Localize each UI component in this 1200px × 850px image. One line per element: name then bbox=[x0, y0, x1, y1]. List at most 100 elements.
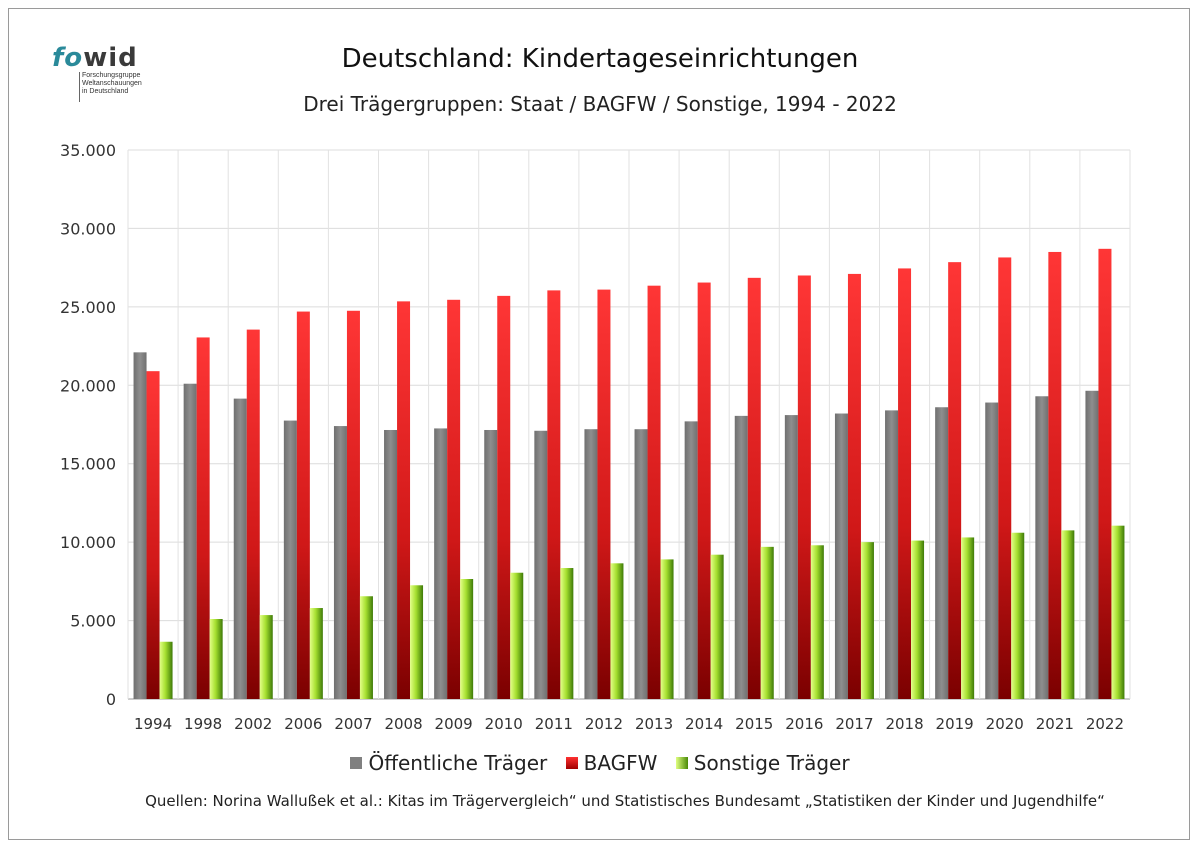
legend-label: Sonstige Träger bbox=[693, 751, 850, 775]
logo-subtext: Forschungsgruppe Weltanschauungen in Deu… bbox=[82, 72, 142, 95]
y-tick-label: 25.000 bbox=[60, 298, 116, 317]
bar-sonstige-träger-2022 bbox=[1111, 525, 1125, 699]
y-tick-label: 15.000 bbox=[60, 455, 116, 474]
legend-label: BAGFW bbox=[583, 751, 658, 775]
bar-öffentliche-träger-2002 bbox=[233, 398, 247, 699]
bar-bagfw-2008 bbox=[397, 301, 411, 699]
x-tick-label: 2018 bbox=[885, 715, 923, 733]
y-tick-label: 10.000 bbox=[60, 533, 116, 552]
bar-öffentliche-träger-2010 bbox=[484, 429, 498, 699]
bar-öffentliche-träger-2019 bbox=[935, 407, 949, 699]
bar-bagfw-2018 bbox=[898, 268, 912, 699]
source-note: Quellen: Norina Wallußek et al.: Kitas i… bbox=[145, 792, 1105, 810]
bar-öffentliche-träger-2021 bbox=[1035, 396, 1049, 699]
bar-öffentliche-träger-2015 bbox=[734, 415, 748, 699]
x-tick-label: 2013 bbox=[635, 715, 673, 733]
bar-bagfw-2015 bbox=[747, 277, 761, 699]
logo-divider bbox=[79, 72, 80, 102]
y-tick-label: 5.000 bbox=[70, 612, 116, 631]
x-tick-label: 2007 bbox=[334, 715, 372, 733]
logo-wordmark: fowid bbox=[52, 44, 138, 72]
x-tick-label: 2020 bbox=[986, 715, 1024, 733]
bar-bagfw-2010 bbox=[497, 295, 511, 699]
bar-bagfw-2016 bbox=[797, 275, 811, 699]
legend-item-bagfw: BAGFW bbox=[565, 751, 658, 775]
x-tick-label: 2019 bbox=[936, 715, 974, 733]
bar-sonstige-träger-2011 bbox=[560, 568, 574, 699]
bar-öffentliche-träger-2014 bbox=[684, 421, 698, 699]
chart-subtitle: Drei Trägergruppen: Staat / BAGFW / Sons… bbox=[303, 92, 897, 116]
y-tick-label: 35.000 bbox=[60, 141, 116, 160]
gridlines bbox=[127, 149, 1131, 700]
x-tick-label: 2016 bbox=[785, 715, 823, 733]
bar-öffentliche-träger-1994 bbox=[133, 352, 147, 699]
bar-öffentliche-träger-2016 bbox=[784, 415, 798, 699]
x-tick-label: 2022 bbox=[1086, 715, 1124, 733]
x-tick-label: 2009 bbox=[435, 715, 473, 733]
bar-bagfw-2012 bbox=[597, 289, 611, 699]
bar-öffentliche-träger-2011 bbox=[534, 430, 548, 699]
bar-bagfw-2014 bbox=[697, 282, 711, 699]
bar-sonstige-träger-1994 bbox=[159, 641, 173, 699]
legend-label: Öffentliche Träger bbox=[368, 751, 548, 775]
bar-öffentliche-träger-2017 bbox=[834, 413, 848, 699]
legend-swatch-grey bbox=[350, 757, 363, 769]
bar-öffentliche-träger-2007 bbox=[333, 426, 347, 699]
x-tick-label: 2011 bbox=[535, 715, 573, 733]
legend-item-oeffentliche: Öffentliche Träger bbox=[350, 751, 547, 775]
legend-swatch-red bbox=[565, 757, 578, 769]
bar-sonstige-träger-2014 bbox=[710, 554, 724, 699]
x-tick-label: 1998 bbox=[184, 715, 222, 733]
y-tick-label: 0 bbox=[106, 690, 116, 709]
y-tick-label: 30.000 bbox=[60, 219, 116, 238]
bar-bagfw-1994 bbox=[146, 371, 160, 699]
bar-sonstige-träger-2010 bbox=[510, 572, 524, 699]
bar-öffentliche-träger-2013 bbox=[634, 429, 648, 699]
x-tick-label: 1994 bbox=[134, 715, 172, 733]
bar-sonstige-träger-2021 bbox=[1061, 530, 1075, 699]
bar-bagfw-2009 bbox=[447, 299, 461, 699]
legend-item-sonstige: Sonstige Träger bbox=[675, 751, 850, 775]
x-tick-label: 2021 bbox=[1036, 715, 1074, 733]
bars bbox=[133, 248, 1125, 699]
bar-öffentliche-träger-2008 bbox=[384, 429, 398, 699]
x-tick-label: 2014 bbox=[685, 715, 723, 733]
x-tick-label: 2008 bbox=[384, 715, 422, 733]
bar-bagfw-2006 bbox=[296, 311, 310, 699]
bar-bagfw-2007 bbox=[346, 310, 360, 699]
bar-sonstige-träger-1998 bbox=[209, 619, 223, 699]
bar-sonstige-träger-2013 bbox=[660, 559, 674, 699]
bar-sonstige-träger-2017 bbox=[860, 542, 874, 699]
x-tick-label: 2006 bbox=[284, 715, 322, 733]
bar-sonstige-träger-2019 bbox=[961, 537, 975, 699]
x-tick-label: 2012 bbox=[585, 715, 623, 733]
axes: 0 5.000 10.000 15.000 20.000 25.000 30.000 35.0… bbox=[60, 141, 1124, 733]
x-tick-label: 2002 bbox=[234, 715, 272, 733]
bar-bagfw-2013 bbox=[647, 285, 661, 699]
legend: Öffentliche Träger BAGFW Sonstige Träger bbox=[0, 750, 1200, 775]
bar-bagfw-2011 bbox=[547, 290, 561, 699]
logo-fo: fo bbox=[52, 43, 84, 73]
bar-sonstige-träger-2016 bbox=[810, 545, 824, 699]
bar-bagfw-2022 bbox=[1098, 248, 1112, 699]
legend-swatch-green bbox=[675, 757, 688, 769]
logo-wid: wid bbox=[83, 43, 138, 73]
bar-sonstige-träger-2008 bbox=[410, 585, 424, 699]
bar-sonstige-träger-2006 bbox=[309, 608, 323, 699]
bar-öffentliche-träger-2009 bbox=[434, 428, 448, 699]
x-tick-label: 2017 bbox=[835, 715, 873, 733]
bar-bagfw-2019 bbox=[948, 262, 962, 699]
bar-öffentliche-träger-2012 bbox=[584, 429, 598, 699]
bar-sonstige-träger-2007 bbox=[359, 596, 373, 699]
bar-bagfw-2017 bbox=[847, 273, 861, 699]
bar-öffentliche-träger-2018 bbox=[885, 410, 899, 699]
bar-bagfw-2021 bbox=[1048, 251, 1062, 699]
chart-title: Deutschland: Kindertageseinrichtungen bbox=[341, 44, 859, 74]
bar-sonstige-träger-2009 bbox=[460, 579, 474, 699]
bar-öffentliche-träger-2022 bbox=[1085, 390, 1099, 699]
bar-öffentliche-träger-2020 bbox=[985, 402, 999, 699]
bar-bagfw-1998 bbox=[196, 337, 210, 699]
bar-sonstige-träger-2020 bbox=[1011, 532, 1025, 699]
x-tick-label: 2010 bbox=[485, 715, 523, 733]
